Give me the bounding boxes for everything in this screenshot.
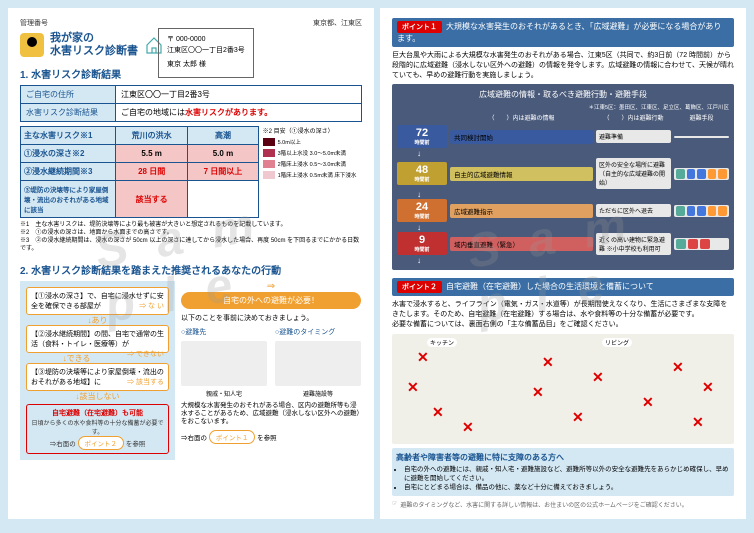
header-left: 管理番号 [20,18,48,28]
evac-note: 大規模な水害発生のおそれがある場合、区内の避難所等も浸水することがあるため、広域… [181,402,361,427]
evacuation-timeline: 広域避難の情報・取るべき避難行動・避難手段 ＊江東5区：墨田区、江東区、足立区、… [392,84,734,270]
address-table: ご自宅の住所江東区〇〇一丁目2番3号 水害リスク診断結果ご自宅の地域には水害リス… [20,85,362,122]
illust-shelter [181,341,267,386]
evacuation-pill: 自宅の外への避難が必要！ [181,292,361,309]
risk-table-wrap: 主な水害リスク※1 荒川の洪水 高潮 ①浸水の深さ※2 5.5 m 5.0 m … [20,126,362,218]
illust-timing [275,341,361,386]
elderly-box: 高齢者や障害者等の避難に特に支障のある方へ 自宅の外への避難には、親戚・知人宅・… [392,448,734,496]
point2-bar: ポイント２自宅避難（在宅避難）した場合の生活環境と備蓄について [392,278,734,296]
footer-note: ☞ 避難のタイミングなど、水害に関する詳しい情報は、お住まいの区の公式ホームペー… [392,500,734,509]
room-illustration: キッチン リビング ✕✕✕✕✕✕✕✕✕✕✕✕ [392,334,734,444]
flow-right: ⇒ 自宅の外への避難が必要！ 以下のことを事前に決めておきましょう。 ○避難先 … [181,281,361,460]
recipient-box: 〒 000-0000 江東区〇〇一丁目2番3号 東京 太郎 様 [158,28,254,78]
depth-legend: ※2 目安（①浸水の深さ） 5.0m以上3階以上水没 3.0～5.0m未満2階床… [263,126,362,218]
pointer-icon: ☞ [392,500,397,509]
risk-table: 主な水害リスク※1 荒川の洪水 高潮 ①浸水の深さ※2 5.5 m 5.0 m … [20,126,259,218]
point2-body: 水害で浸水すると、ライフライン（電気・ガス・水道等）が長期間使えなくなり、生活に… [392,300,734,329]
doc-title: 我が家の 水害リスク診断書 [50,32,138,58]
footnotes: ※1 主な水害リスクは、堤防決壊等により最も被害が大きいと想定されるものを記載し… [20,222,362,253]
header-row: 管理番号 東京都、江東区 [20,18,362,28]
page-left: S a m p l e 管理番号 東京都、江東区 我が家の 水害リスク診断書 〒… [8,8,374,519]
section2-title: 2. 水害リスク診断結果を踏まえた推奨されるあなたの行動 [20,262,362,277]
header-right: 東京都、江東区 [313,18,362,28]
page-right: S a m p l e ポイント１大規模な水害発生のおそれがあるとき、「広域避難… [380,8,746,519]
flow-wrap: 【①浸水の深さ】で、自宅に浸水せずに安全を確保できる部屋が ⇒ な い↓あり【②… [20,281,362,460]
point1-body: 巨大台風や大雨による大規模な水害発生のおそれがある場合、江東5区（共同で、約3日… [392,51,734,80]
flow-result: 自宅避難（在宅避難）も可能 日頃から多くの水や食料等の十分な備蓄が必要です。 ⇒… [26,404,169,454]
point2-button[interactable]: ポイント２ [78,436,125,450]
point1-button[interactable]: ポイント１ [209,430,256,444]
point1-bar: ポイント１大規模な水害発生のおそれがあるとき、「広域避難」が必要になる場合があり… [392,18,734,47]
flow-left: 【①浸水の深さ】で、自宅に浸水せずに安全を確保できる部屋が ⇒ な い↓あり【②… [20,281,175,460]
mascot-icon [20,33,44,57]
